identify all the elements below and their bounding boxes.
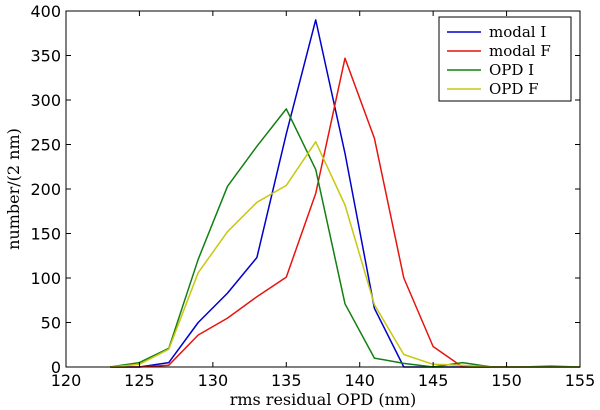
y-tick-label: 400 xyxy=(30,2,61,21)
x-tick-label: 130 xyxy=(198,371,229,390)
y-axis-label: number/(2 nm) xyxy=(4,128,23,250)
x-tick-label: 135 xyxy=(271,371,302,390)
legend-box xyxy=(438,16,572,102)
legend-label: modal I xyxy=(489,23,546,41)
x-axis-label: rms residual OPD (nm) xyxy=(230,390,417,409)
x-tick-label: 150 xyxy=(491,371,522,390)
y-tick-label: 350 xyxy=(30,47,61,66)
y-tick-label: 150 xyxy=(30,225,61,244)
y-tick-label: 0 xyxy=(51,358,61,377)
y-tick-label: 200 xyxy=(30,180,61,199)
tick-layer: 120 125 130 135 140 145 150 155 0 50 100 150 200 250 3… xyxy=(30,2,595,390)
y-tick-label: 100 xyxy=(30,269,61,288)
x-tick-label: 125 xyxy=(124,371,155,390)
legend-label: OPD F xyxy=(489,80,539,98)
y-tick-label: 300 xyxy=(30,91,61,110)
x-tick-label: 155 xyxy=(565,371,596,390)
y-tick-label: 50 xyxy=(41,314,61,333)
x-tick-label: 145 xyxy=(418,371,449,390)
legend-label: modal F xyxy=(489,42,551,60)
y-tick-label: 250 xyxy=(30,136,61,155)
x-tick-label: 140 xyxy=(344,371,375,390)
x-tick-label: 120 xyxy=(51,371,82,390)
legend-label: OPD I xyxy=(489,61,534,79)
